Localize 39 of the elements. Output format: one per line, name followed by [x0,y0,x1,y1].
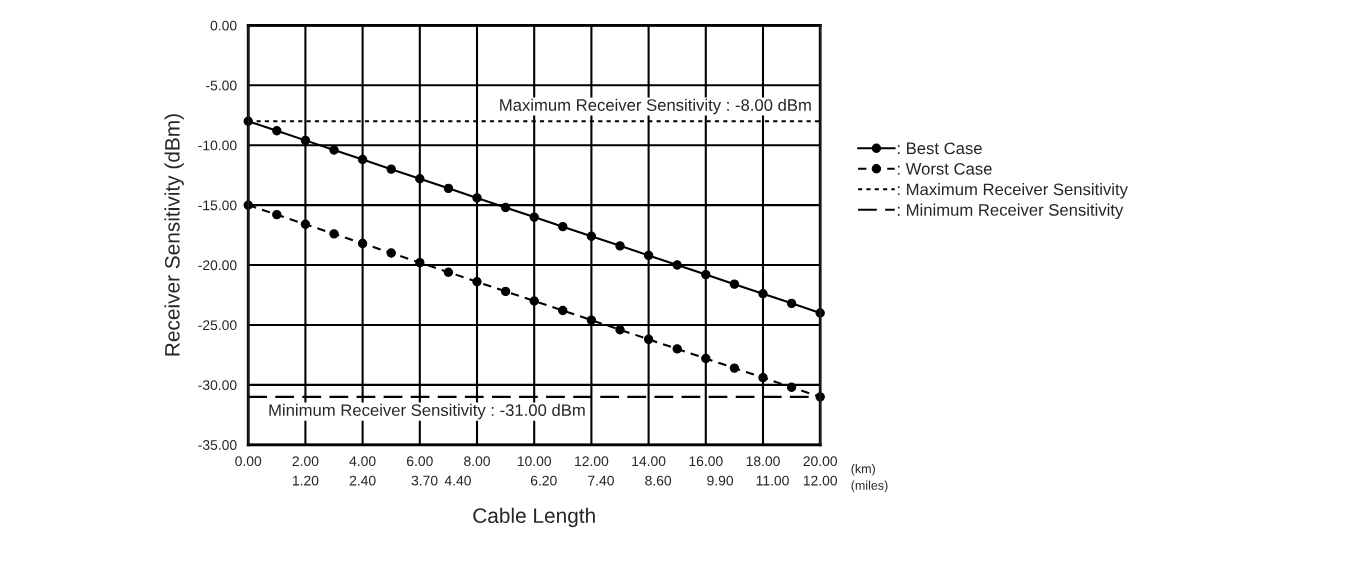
y-tick-label: 0.00 [210,20,237,31]
x-tick-label: 20.00 [803,456,838,467]
x-tick-label: 12.00 [575,456,609,467]
y-tick-label: -30.00 [198,380,237,391]
x-tick-label: 8.00 [464,456,490,467]
y-tick-label: -35.00 [198,440,237,450]
x2-tick-label: 8.60 [645,475,672,486]
x2-tick-label: 11.00 [756,475,789,486]
legend-label: : Best Case [897,142,982,155]
legend-label: : Minimum Receiver Sensitivity [897,203,1124,220]
x-tick-label: 18.00 [746,456,780,467]
y-tick-label: -5.00 [206,80,237,91]
x-tick-label: 10.00 [517,456,552,467]
text: (km) [851,463,875,476]
x2-tick-label: 3.70 [411,475,438,486]
y-tick-label: -10.00 [198,140,237,151]
x2-tick-label: 12.00 [803,475,838,486]
x2-tick-label: 9.90 [707,475,734,486]
x-axis-title: Cable Length [473,507,595,528]
y-tick-label: -15.00 [198,200,237,211]
annotation: Maximum Receiver Sensitivity : -8.00 dBm [500,98,811,115]
text: (miles) [851,480,888,493]
y-tick-label: -25.00 [198,320,237,331]
x-tick-label: 14.00 [632,456,666,467]
y-tick-label: -20.00 [198,260,237,271]
x-tick-label: 2.00 [292,456,319,467]
y-axis-title: Receiver Sensitivity (dBm) [164,114,184,356]
x2-tick-label: 7.40 [588,475,614,486]
x2-tick-label: 4.40 [444,475,471,486]
x-tick-label: 16.00 [689,456,723,467]
x2-tick-label: 2.40 [349,475,376,486]
legend-label: : Worst Case [897,162,992,175]
annotation: Minimum Receiver Sensitivity : -31.00 dBm [269,403,585,420]
x-tick-label: 4.00 [349,456,376,467]
x-tick-label: 6.00 [407,456,433,467]
x2-tick-label: 1.20 [292,475,319,486]
x2-tick-label: 6.20 [530,475,557,486]
legend-label: : Maximum Receiver Sensitivity [897,183,1128,199]
x-tick-label: 0.00 [235,456,262,467]
